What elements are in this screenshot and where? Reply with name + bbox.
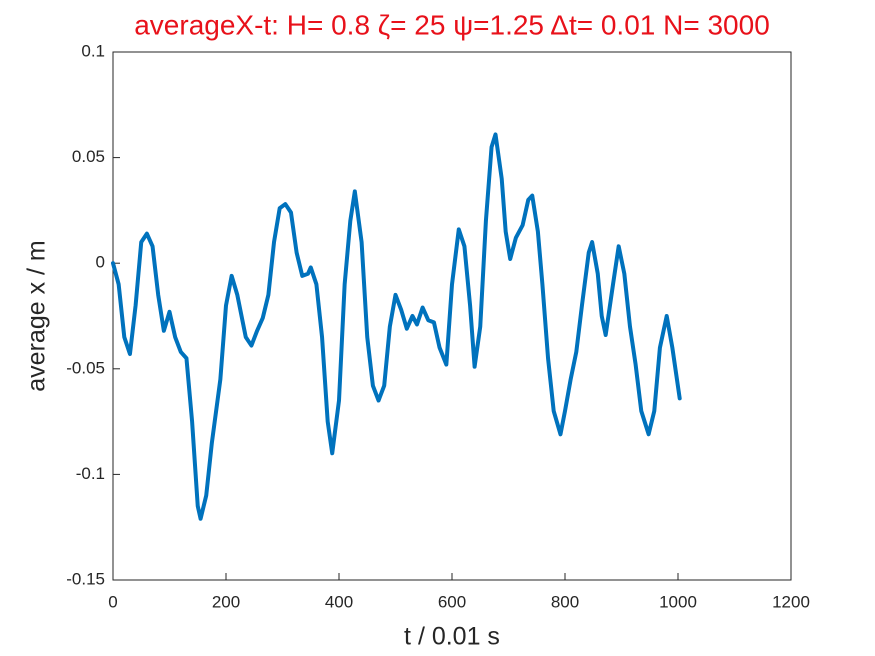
x-axis-label: t / 0.01 s	[404, 623, 500, 651]
y-axis-label: average x / m	[23, 240, 51, 391]
y-tick-label: -0.05	[66, 358, 105, 377]
y-tick-label: 0.05	[72, 147, 105, 166]
y-tick-label: -0.1	[76, 464, 105, 483]
y-tick-label: -0.15	[66, 569, 105, 588]
data-line	[111, 132, 682, 521]
x-tick-label: 1200	[772, 592, 810, 611]
x-tick-label: 600	[438, 592, 466, 611]
y-tick-label: 0.1	[81, 41, 105, 60]
x-tick-label: 0	[108, 592, 117, 611]
chart-title: averageX-t: H= 0.8 ζ= 25 ψ=1.25 Δt= 0.01…	[134, 9, 770, 40]
x-tick-label: 1000	[659, 592, 697, 611]
x-tick-label: 400	[325, 592, 353, 611]
x-tick-label: 200	[212, 592, 240, 611]
x-tick-label: 800	[551, 592, 579, 611]
y-tick-label: 0	[96, 253, 105, 272]
